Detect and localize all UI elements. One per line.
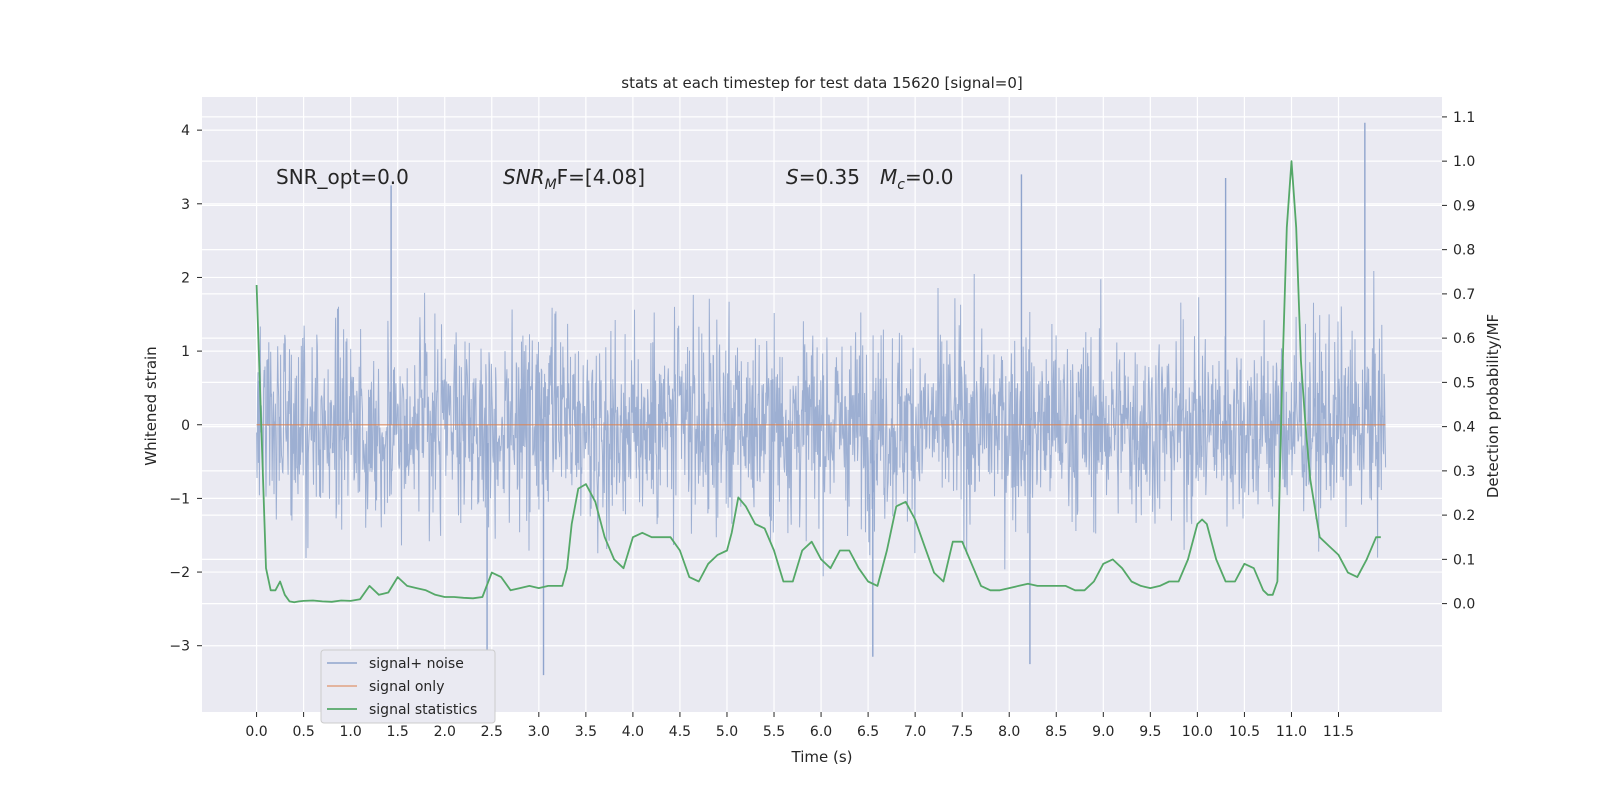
snr-mf-subscript: M	[545, 177, 557, 193]
x-tick-label: 10.0	[1182, 724, 1213, 740]
x-tick-label: 8.0	[998, 724, 1020, 740]
y-axis-label: Whitened strain	[142, 346, 160, 465]
noise-series	[256, 122, 1387, 687]
y-tick-label: 3	[181, 197, 190, 213]
y2-tick-label: 0.8	[1453, 243, 1475, 259]
y2-tick-label: 0.0	[1453, 597, 1475, 613]
x-tick-label: 10.5	[1229, 724, 1260, 740]
y2-tick-label: 0.3	[1453, 464, 1475, 480]
x-tick-label: 8.5	[1045, 724, 1067, 740]
y-tick-label: 0	[181, 418, 190, 434]
y2-tick-label: 0.5	[1453, 375, 1475, 391]
x-tick-label: 5.5	[763, 724, 785, 740]
mc-value: =0.0	[905, 165, 954, 189]
y2-ticks: 0.0 0.1 0.2 0.3 0.4 0.5 0.6 0.7 0.8 0.9 1.0 1.1	[1442, 110, 1475, 613]
legend-label-statistics: signal statistics	[369, 702, 477, 718]
s-name: S	[786, 165, 799, 189]
y-tick-label: 4	[181, 123, 190, 139]
mc-name: M	[880, 165, 897, 189]
mc-subscript: c	[897, 177, 905, 193]
x-tick-label: 6.0	[810, 724, 832, 740]
y-tick-label: −1	[169, 491, 190, 507]
x-tick-label: 3.0	[528, 724, 550, 740]
s-annotation: S=0.35	[786, 165, 860, 189]
y2-tick-label: 0.1	[1453, 552, 1475, 568]
y2-tick-label: 0.9	[1453, 198, 1475, 214]
x-tick-label: 7.5	[951, 724, 973, 740]
x-tick-label: 2.0	[434, 724, 456, 740]
x-tick-label: 0.0	[245, 724, 267, 740]
x-tick-label: 7.0	[904, 724, 926, 740]
snr-mf-annotation: SNRMF=[4.08]	[503, 165, 645, 193]
y2-tick-label: 0.4	[1453, 420, 1475, 436]
y-tick-label: 1	[181, 344, 190, 360]
x-tick-label: 4.5	[669, 724, 691, 740]
legend: signal+ noise signal only signal statist…	[320, 649, 496, 724]
x-tick-label: 11.0	[1276, 724, 1307, 740]
x-tick-label: 1.5	[387, 724, 409, 740]
noise-line	[256, 270, 1387, 577]
y2-tick-label: 0.6	[1453, 331, 1475, 347]
y2-axis-label: Detection probability/MF	[1484, 314, 1502, 498]
x-tick-label: 0.5	[292, 724, 314, 740]
snr-mf-rest: F=[4.08]	[557, 165, 645, 189]
x-tick-label: 3.5	[575, 724, 597, 740]
y-tick-label: −2	[169, 565, 190, 581]
chart-title: stats at each timestep for test data 156…	[621, 74, 1022, 92]
y-tick-label: −3	[169, 639, 190, 655]
x-tick-label: 1.0	[340, 724, 362, 740]
x-tick-label: 9.0	[1092, 724, 1114, 740]
x-tick-label: 5.0	[716, 724, 738, 740]
y2-tick-label: 1.1	[1453, 110, 1475, 126]
y-ticks: −3 −2 −1 0 1 2 3 4	[169, 123, 202, 655]
s-value: =0.35	[799, 165, 860, 189]
x-tick-label: 11.5	[1323, 724, 1354, 740]
x-tick-label: 6.5	[857, 724, 879, 740]
y2-tick-label: 0.2	[1453, 508, 1475, 524]
x-axis-label: Time (s)	[791, 748, 853, 766]
legend-label-noise: signal+ noise	[369, 656, 464, 672]
statistics-line	[255, 160, 1381, 604]
legend-label-signal-only: signal only	[369, 679, 444, 695]
snr-mf-name: SNR	[503, 165, 545, 189]
y2-tick-label: 1.0	[1453, 154, 1475, 170]
mc-annotation: Mc=0.0	[880, 165, 954, 193]
snr-opt-annotation: SNR_opt=0.0	[276, 165, 409, 189]
x-tick-label: 4.0	[622, 724, 644, 740]
x-tick-label: 9.5	[1139, 724, 1161, 740]
statistics-series	[255, 160, 1381, 604]
x-tick-label: 2.5	[481, 724, 503, 740]
y-tick-label: 2	[181, 270, 190, 286]
legend-box	[320, 649, 496, 724]
x-ticks: 0.0 0.5 1.0 1.5 2.0 2.5 3.0 3.5 4.0 4.5 5.0 5.5 6.0 6…	[245, 712, 1354, 740]
y2-tick-label: 0.7	[1453, 287, 1475, 303]
